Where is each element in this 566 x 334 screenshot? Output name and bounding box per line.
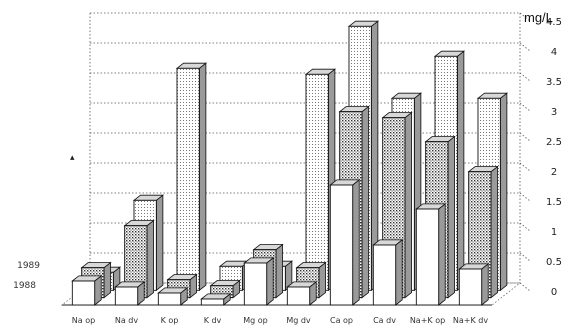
- y-tick-label: 2: [551, 167, 557, 178]
- y-tick-label: 1: [551, 227, 557, 238]
- bar-side: [266, 257, 274, 306]
- grid-connector: [519, 12, 531, 22]
- bar-side: [352, 179, 360, 306]
- x-tick-label: Na op: [72, 316, 95, 325]
- bar: [286, 286, 311, 306]
- y-tick-label: 3: [551, 107, 557, 118]
- y-tick-label: 0.5: [546, 257, 562, 268]
- bar: [415, 208, 440, 306]
- bar: [176, 67, 200, 291]
- bar-side: [456, 50, 465, 292]
- grid-connector: [519, 222, 531, 232]
- annotation-mark: ▴: [70, 153, 75, 163]
- bar-side: [155, 194, 164, 292]
- bar: [329, 184, 354, 306]
- x-tick-label: K op: [161, 316, 179, 325]
- bar-side: [361, 105, 369, 299]
- grid-connector: [519, 102, 531, 112]
- x-tick-label: Ca op: [330, 316, 353, 325]
- bar-side: [198, 62, 207, 292]
- y-tick-label: 4.5: [546, 17, 562, 28]
- x-tick-label: K dv: [204, 316, 222, 325]
- bar-side: [395, 239, 403, 306]
- y-tick-label: 3.5: [546, 77, 562, 88]
- y-axis-unit-label: mg/L: [524, 10, 553, 25]
- y-tick-label: 2.5: [546, 137, 562, 148]
- bar-side: [447, 135, 455, 299]
- bar: [305, 73, 329, 291]
- bar-side: [318, 261, 326, 299]
- grid-connector: [519, 192, 531, 202]
- depth-label: 1988: [13, 281, 36, 291]
- bar-side: [499, 92, 508, 292]
- bar-side: [490, 165, 498, 299]
- bar: [71, 280, 96, 306]
- bar: [458, 268, 483, 306]
- x-tick-label: Ca dv: [373, 316, 396, 325]
- bar-side: [481, 263, 489, 306]
- x-tick-label: Mg dv: [286, 316, 311, 325]
- bar-side: [438, 203, 446, 306]
- grid-connector: [519, 162, 531, 172]
- grid-connector: [519, 42, 531, 52]
- x-tick-label: Mg op: [243, 316, 268, 325]
- bar: [157, 292, 182, 306]
- depth-label: 1989: [17, 261, 40, 271]
- bar-side: [103, 261, 111, 299]
- bar: [200, 298, 225, 306]
- bar-side: [275, 243, 283, 299]
- y-tick-label: 0: [551, 287, 557, 298]
- bar: [372, 244, 397, 306]
- grid-connector: [519, 72, 531, 82]
- x-tick-label: Na+K dv: [453, 316, 488, 325]
- y-tick-label: 4: [551, 47, 557, 58]
- bar-side: [404, 111, 412, 299]
- bar: [243, 262, 268, 306]
- x-tick-label: Na+K op: [410, 316, 445, 325]
- grid-connector: [519, 132, 531, 142]
- bar: [114, 286, 139, 306]
- x-tick-label: Na dv: [115, 316, 139, 325]
- y-tick-label: 1.5: [546, 197, 562, 208]
- grid-connector: [519, 282, 531, 292]
- grid-connector: [519, 252, 531, 262]
- bar-side: [146, 219, 154, 299]
